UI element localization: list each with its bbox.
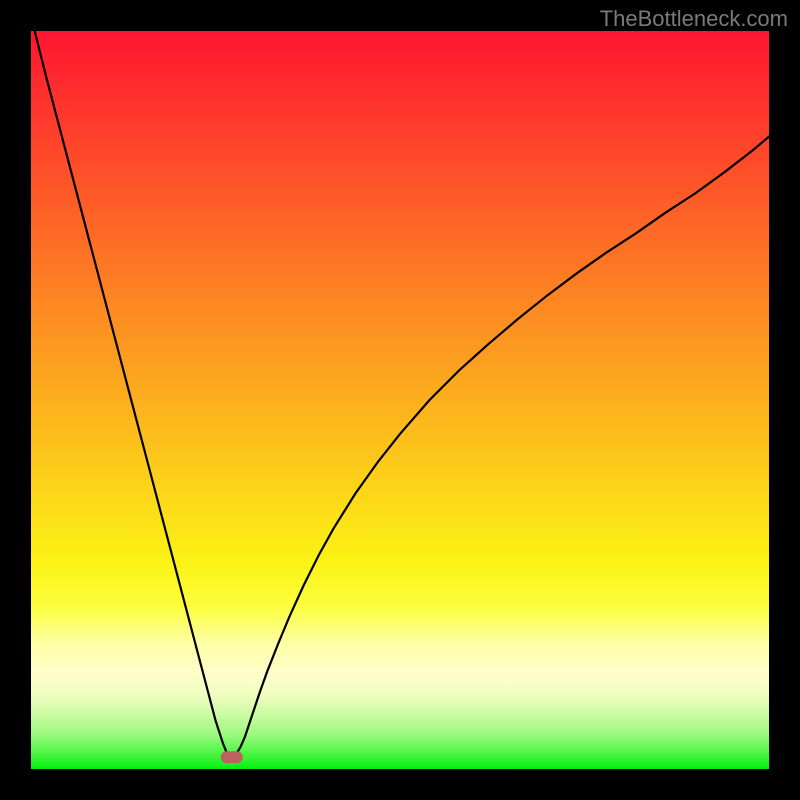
plot-area xyxy=(31,31,769,769)
chart-container: TheBottleneck.com xyxy=(0,0,800,800)
chart-svg xyxy=(31,31,769,769)
min-marker xyxy=(221,751,243,763)
watermark-text: TheBottleneck.com xyxy=(600,6,788,32)
gradient-background xyxy=(31,31,769,769)
